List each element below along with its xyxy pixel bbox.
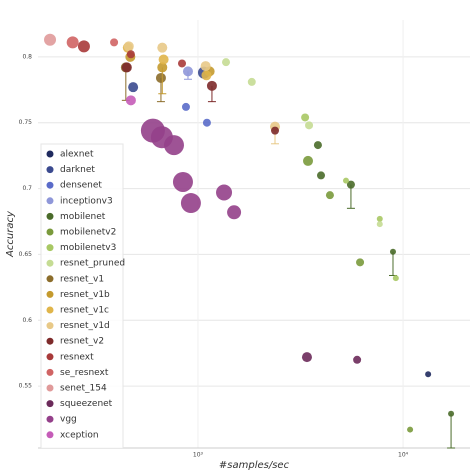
x-axis-label: #samples/sec [219,460,290,471]
point [44,33,57,46]
point [200,61,211,72]
point [325,191,334,200]
legend-swatch [46,290,54,298]
point [155,72,166,83]
legend-label: vgg [60,415,77,425]
point [66,36,79,49]
point [206,80,217,91]
legend-swatch [46,431,54,439]
legend-label: mobilenet [60,212,106,222]
point [158,54,169,65]
point [271,126,280,135]
point [303,155,314,166]
legend-label: resnet_v1c [60,306,109,316]
legend-swatch [46,228,54,236]
point [182,66,193,77]
legend-swatch [46,384,54,392]
point [163,135,184,156]
point [392,275,399,282]
point [376,215,383,222]
point [353,355,362,364]
point [181,102,190,111]
point [389,248,396,255]
legend-swatch [46,353,54,361]
point [110,38,119,47]
y-tick-label: 0.6 [22,317,32,324]
legend-label: resnet_v1d [60,321,110,331]
legend-label: alexnet [60,150,94,160]
point [227,205,242,220]
legend-label: resnext [60,352,94,362]
legend-swatch [46,150,54,158]
legend-label: xception [60,430,99,440]
legend-label: senet_154 [60,384,107,394]
y-axis-label: Accuracy [5,210,16,258]
legend-swatch [46,322,54,330]
y-tick-label: 0.7 [22,185,32,192]
point [172,171,193,192]
point [317,171,326,180]
legend-swatch [46,337,54,345]
point [448,410,455,417]
legend-swatch [46,368,54,376]
legend-label: squeezenet [60,399,113,409]
legend-swatch [46,244,54,252]
point [178,59,187,68]
point [123,41,134,52]
x-tick-label: 10³ [193,452,204,459]
y-tick-label: 0.65 [19,251,33,258]
legend-label: resnet_pruned [60,259,125,269]
point [121,62,132,73]
point [128,82,139,93]
point [425,371,432,378]
legend-label: inceptionv3 [60,196,113,206]
point [247,77,256,86]
legend-swatch [46,259,54,267]
legend-label: resnet_v1 [60,274,104,284]
point [222,58,231,67]
y-tick-label: 0.55 [19,383,33,390]
legend-label: densenet [60,181,102,191]
legend-swatch [46,166,54,174]
point [125,95,136,106]
point [301,352,312,363]
point [201,70,212,81]
point [346,180,355,189]
legend-swatch [46,212,54,220]
point [313,141,322,150]
point [356,258,365,267]
point [157,42,168,53]
point [202,118,211,127]
point [126,50,135,59]
x-tick-label: 10⁴ [398,452,409,459]
legend-swatch [46,275,54,283]
point [376,221,383,228]
y-tick-label: 0.75 [19,119,33,126]
point [157,62,168,73]
legend-label: se_resnext [60,368,109,378]
legend-label: resnet_v1b [60,290,110,300]
legend-label: mobilenetv2 [60,228,116,238]
point [180,193,201,214]
point [77,40,90,53]
point [305,121,314,130]
legend-label: darknet [60,165,95,175]
legend-box [40,143,124,449]
y-tick-label: 0.8 [22,53,32,60]
legend-swatch [46,197,54,205]
legend-swatch [46,415,54,423]
point [301,113,310,122]
point [216,184,233,201]
legend-swatch [46,181,54,189]
point [407,426,414,433]
legend-label: mobilenetv3 [60,243,116,253]
point [343,177,350,184]
legend-label: resnet_v2 [60,337,104,347]
legend-swatch [46,306,54,314]
legend-swatch [46,400,54,408]
